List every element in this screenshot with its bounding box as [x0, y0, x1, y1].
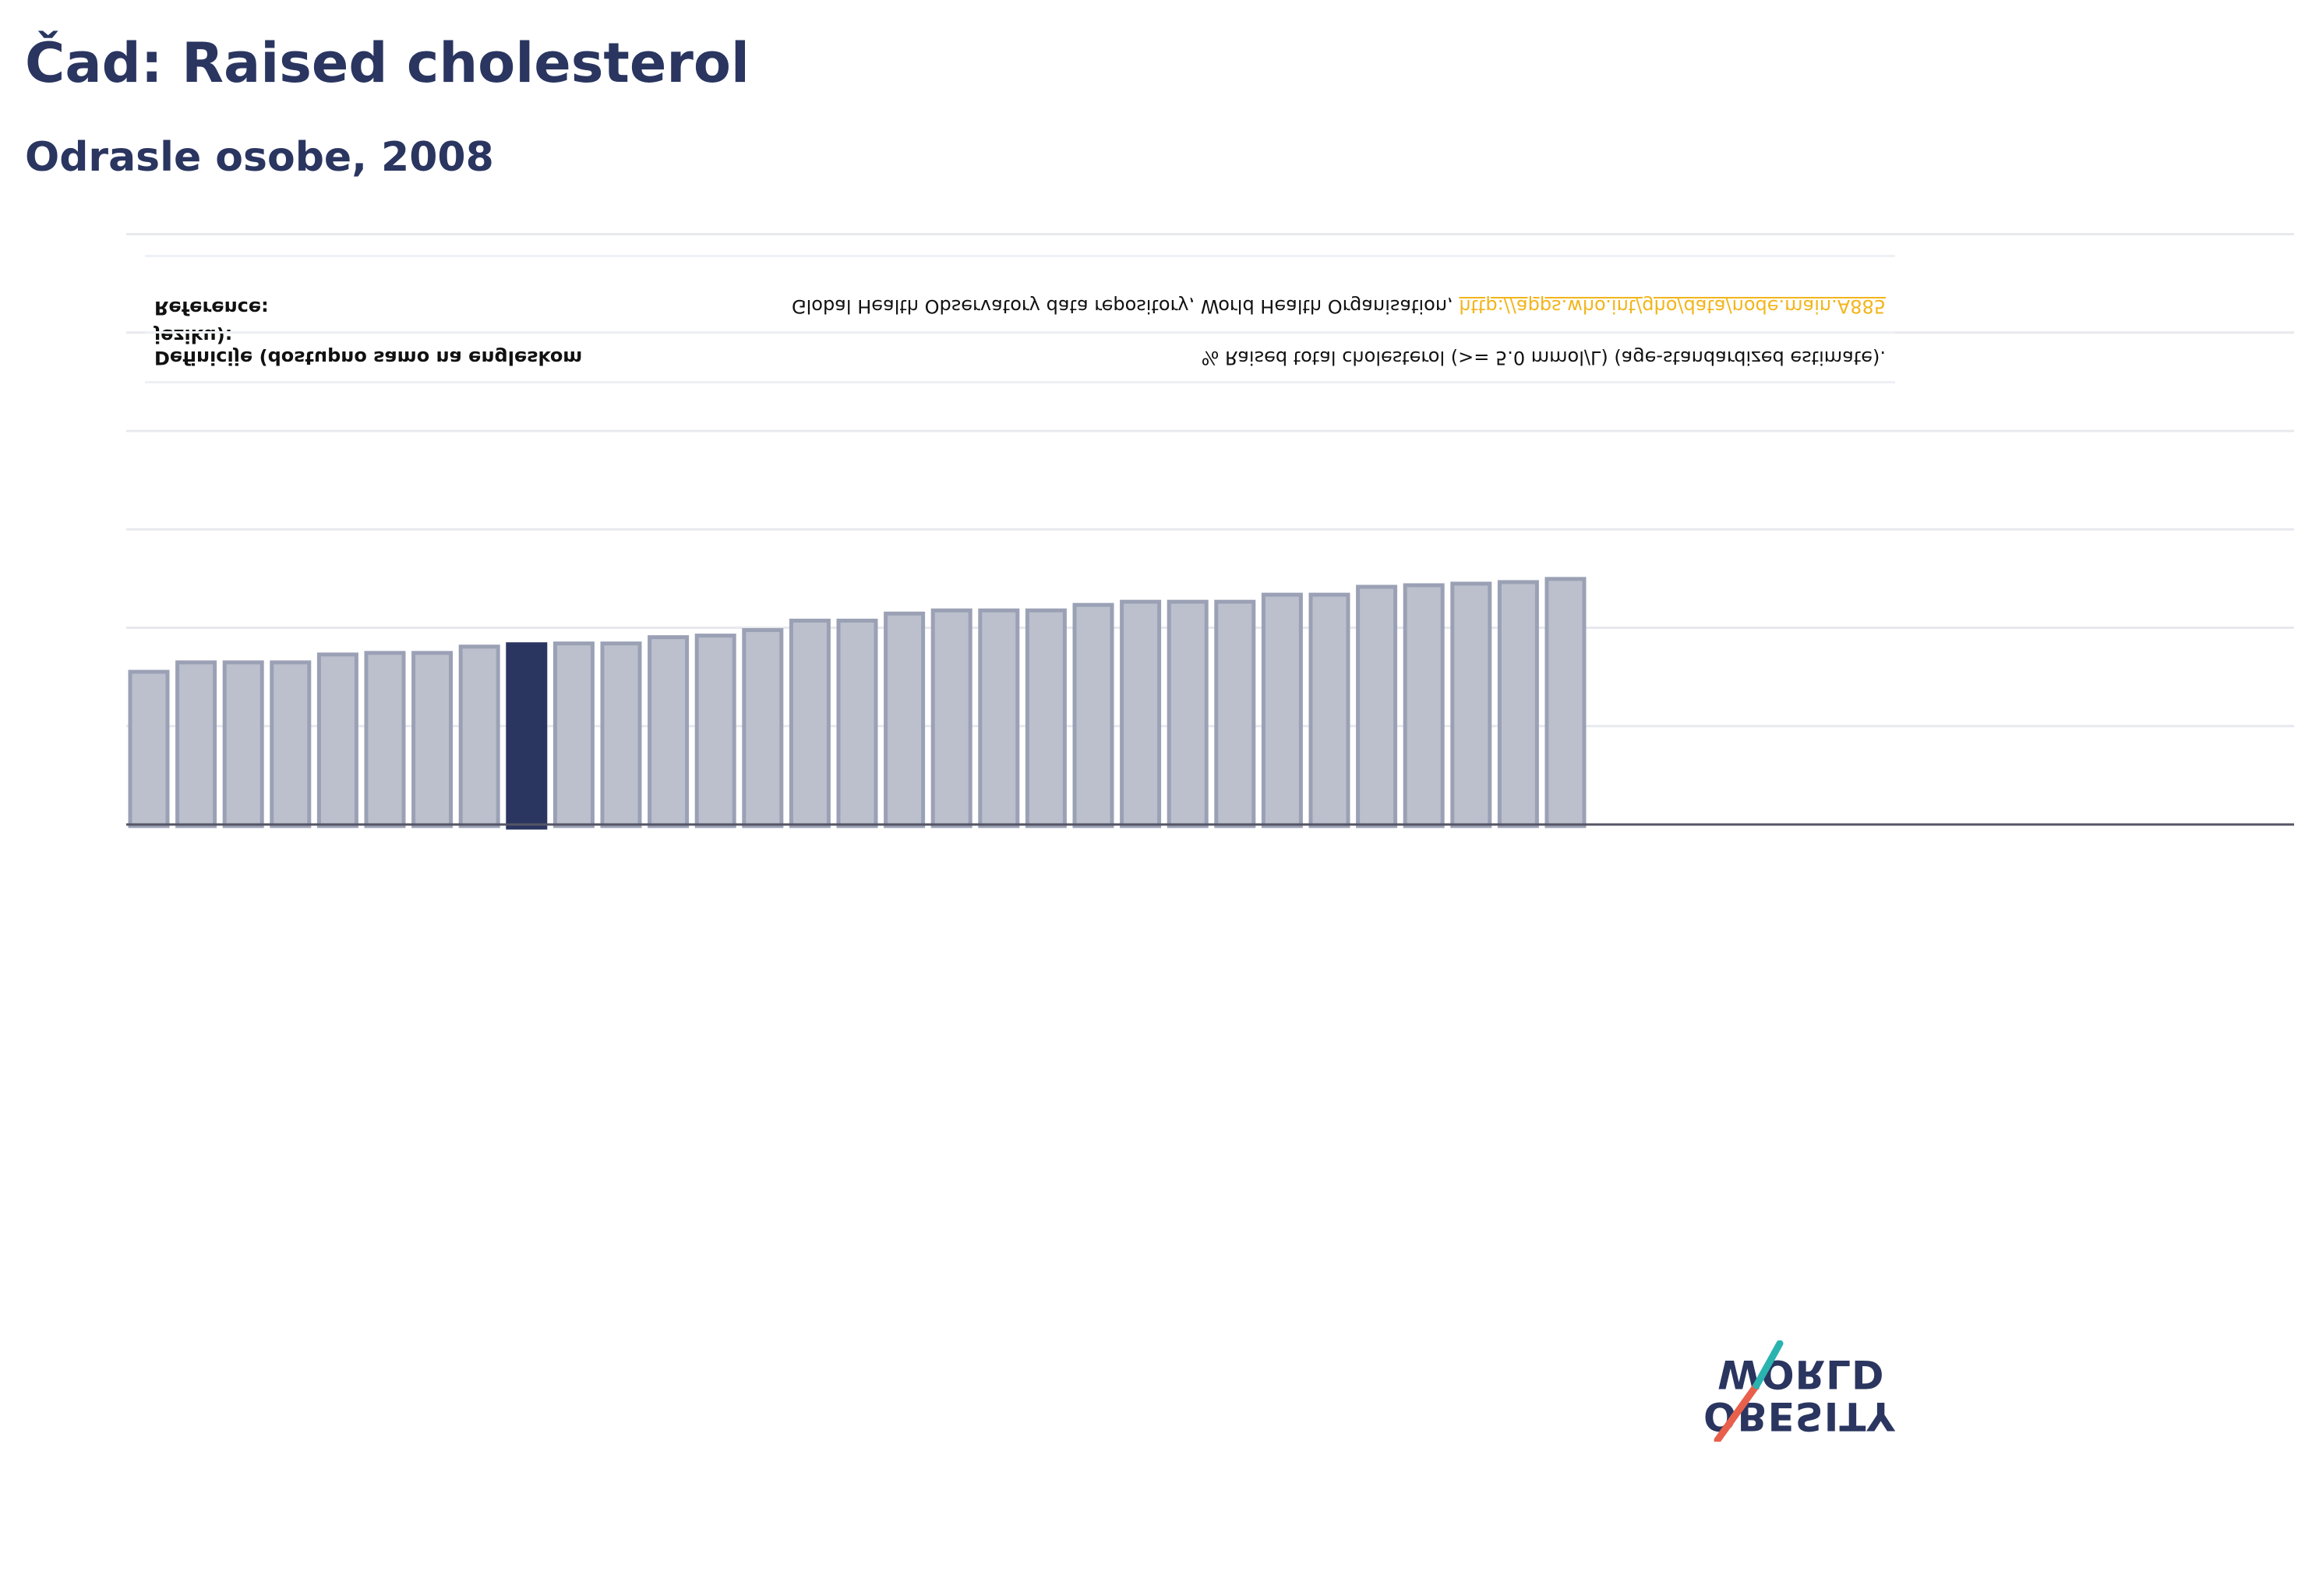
definition-table: Definicije (dostupno samo na engleskom j… — [145, 255, 1895, 383]
bar — [1072, 602, 1114, 828]
bar — [1497, 580, 1539, 828]
bar — [1308, 592, 1350, 828]
bar — [884, 611, 926, 828]
bar — [1214, 599, 1256, 828]
bar — [600, 641, 642, 828]
bar — [222, 660, 264, 828]
bar-highlighted — [506, 642, 548, 830]
bar — [270, 660, 312, 828]
definition-row: Definicije (dostupno samo na engleskom j… — [145, 325, 1895, 383]
bar — [1025, 608, 1067, 828]
bar — [1544, 577, 1587, 828]
bar — [175, 660, 217, 828]
reference-link[interactable]: http://apps.who.int/gho/data/node.main.A… — [1459, 295, 1886, 317]
logo-slash-icon — [1714, 1340, 1784, 1442]
reference-text: Global Health Observatory data repositor… — [792, 295, 1453, 317]
bar — [1120, 599, 1162, 828]
bar — [648, 635, 690, 828]
bar — [1167, 599, 1209, 828]
bar — [1403, 583, 1445, 828]
reference-row: Reference: Global Health Observatory dat… — [145, 255, 1895, 334]
bar — [1450, 581, 1492, 828]
page-title: Čad: Raised cholesterol — [25, 31, 750, 95]
bar — [128, 669, 170, 828]
page-subtitle: Odrasle osobe, 2008 — [25, 134, 494, 181]
bar — [316, 652, 358, 828]
bar — [789, 618, 831, 828]
bar — [458, 644, 500, 828]
bar — [930, 608, 972, 828]
bar — [1356, 584, 1398, 828]
definition-value: % Raised total cholesterol (>= 5.0 mmol/… — [1201, 347, 1886, 369]
bar — [364, 651, 406, 828]
bar — [978, 608, 1020, 828]
bars — [128, 577, 1587, 830]
reference-label: Reference: — [154, 297, 269, 319]
bar — [836, 618, 878, 828]
bar — [1261, 592, 1303, 828]
bar — [552, 641, 595, 828]
reference-value: Global Health Observatory data repositor… — [639, 295, 1886, 317]
obesity-world-logo: OBESITY WORLD — [1699, 1340, 1901, 1442]
bar — [742, 628, 784, 828]
bar — [411, 651, 454, 828]
bar — [694, 634, 736, 828]
